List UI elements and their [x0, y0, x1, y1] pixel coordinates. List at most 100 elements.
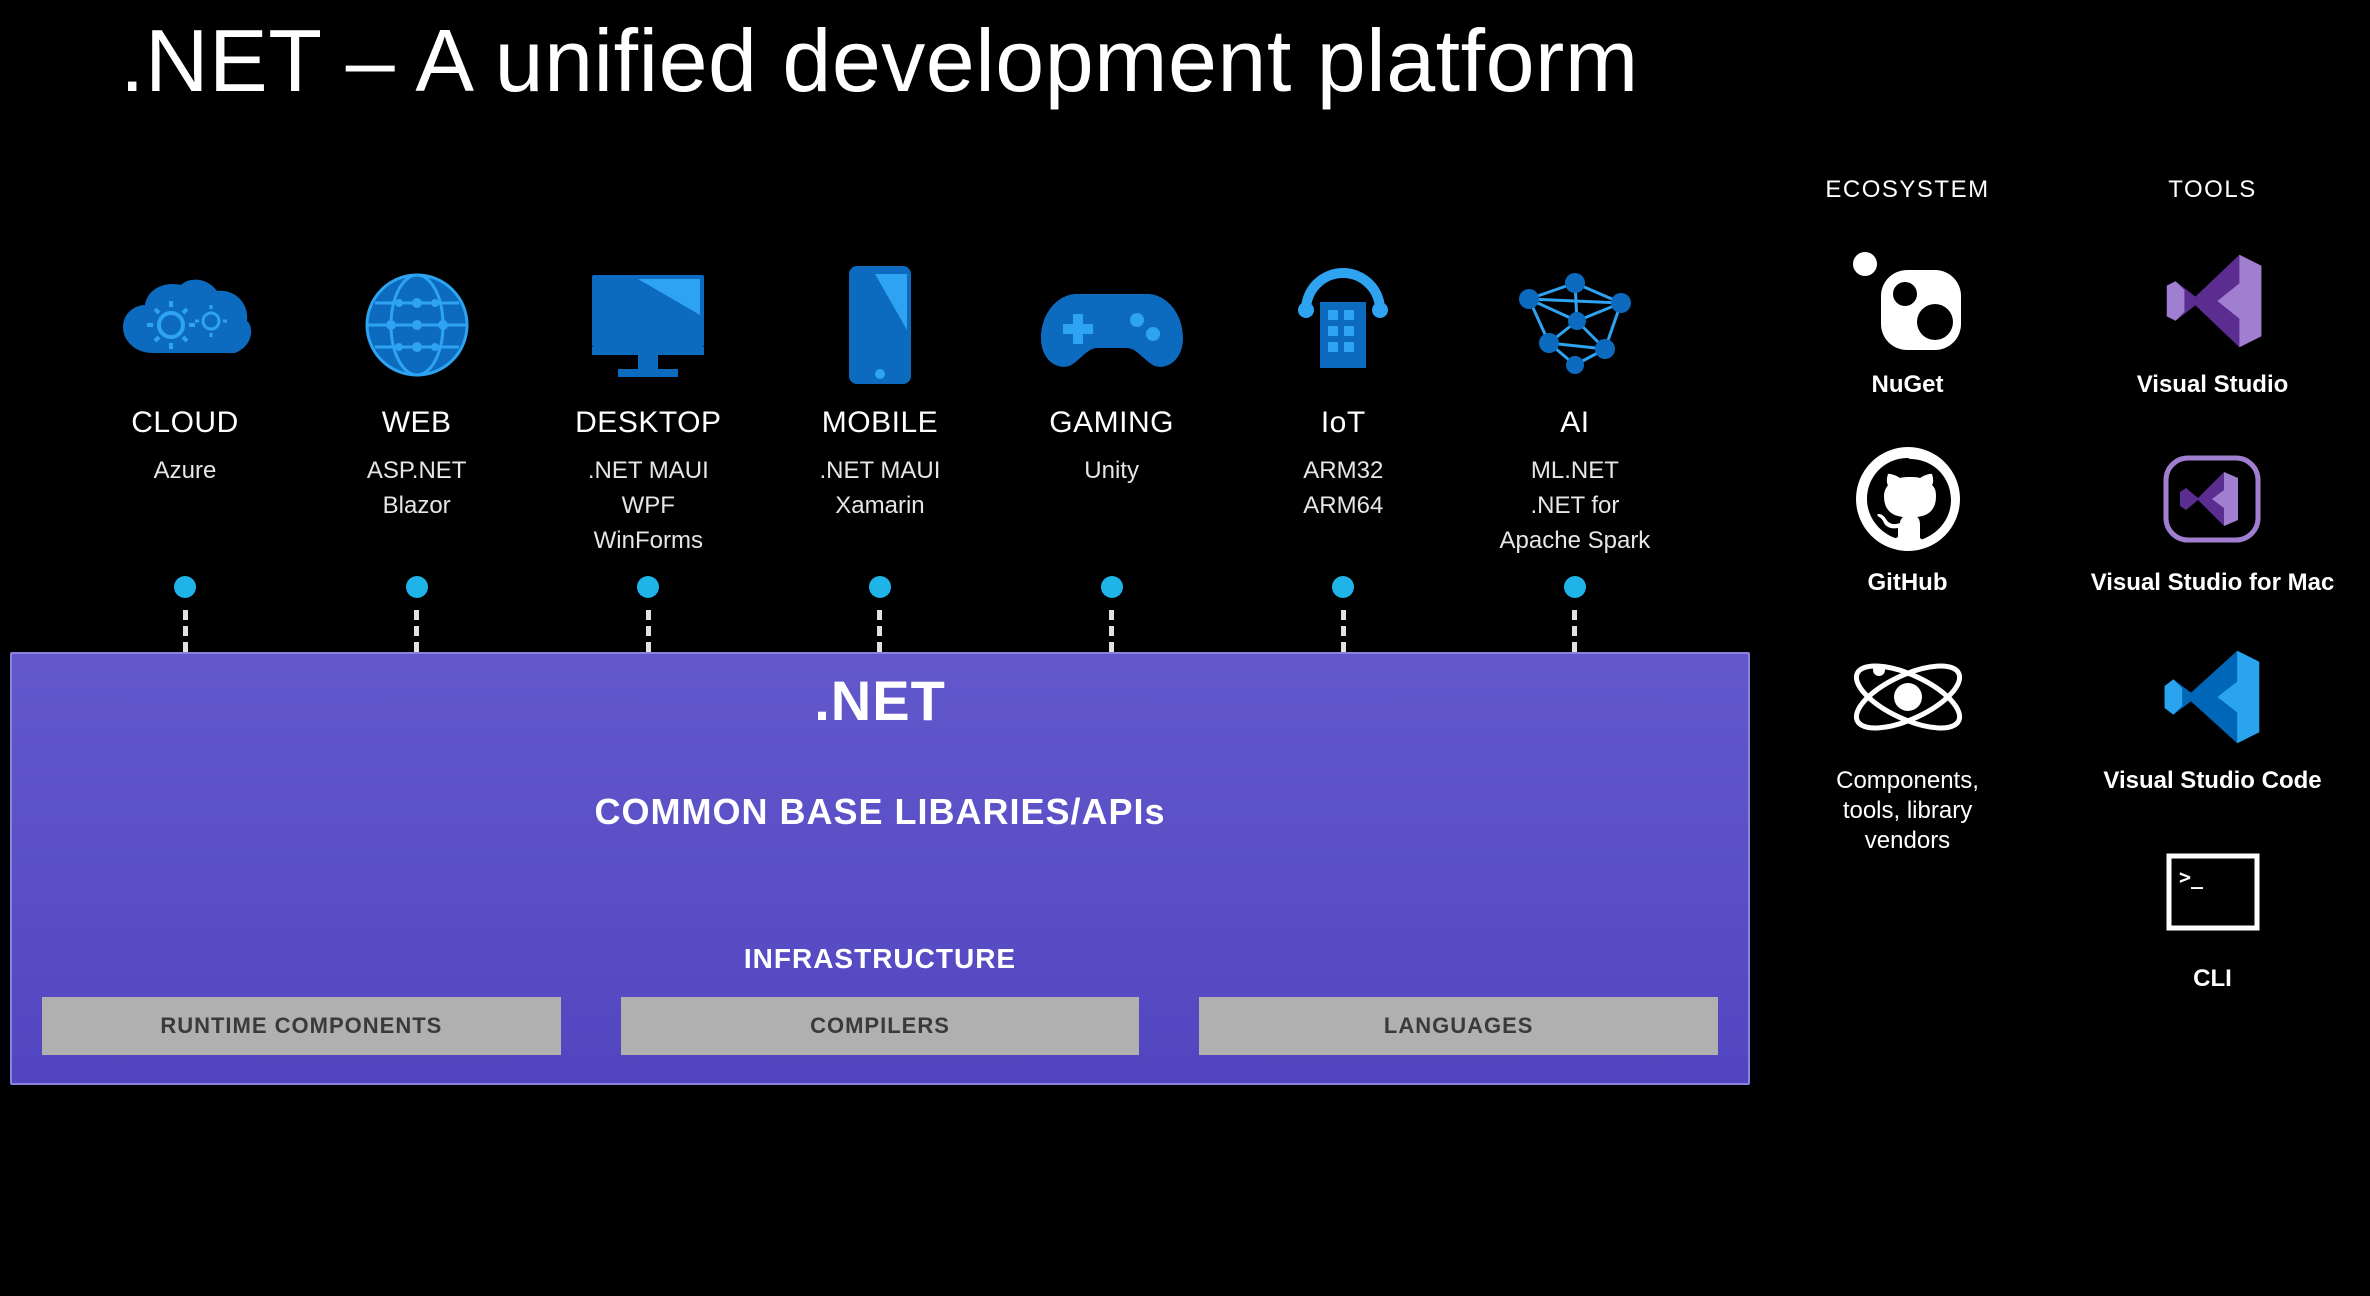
workload-sub: ML.NET [1500, 454, 1651, 489]
workload-sub: ASP.NET [367, 454, 467, 489]
network-icon [1505, 260, 1645, 390]
tools-item-label: CLI [2193, 964, 2232, 994]
ecosystem-item-label: Components, tools, library vendors [1836, 766, 1979, 856]
connector-dash-icon [877, 610, 882, 652]
workload-sub: ARM32 [1303, 454, 1383, 489]
connector-dash-icon [1572, 610, 1577, 652]
workload-cloud: CLOUD Azure [70, 260, 300, 558]
workload-sub: ARM64 [1303, 489, 1383, 524]
tools-item-cli: >_ CLI [2163, 840, 2263, 994]
workload-sub: Blazor [367, 489, 467, 524]
connector [302, 576, 532, 652]
connector-dash-icon [646, 610, 651, 652]
tools-heading: TOOLS [2168, 176, 2256, 204]
ecosystem-item-components: Components, tools, library vendors [1836, 642, 1979, 856]
connector-dot-icon [1564, 576, 1586, 598]
iot-icon [1278, 260, 1408, 390]
workload-subs: .NET MAUI Xamarin [820, 454, 941, 524]
workload-sub: .NET MAUI [820, 454, 941, 489]
workload-sub: Azure [154, 454, 217, 489]
workload-sub: .NET MAUI [588, 454, 709, 489]
connector-dash-icon [183, 610, 188, 652]
nuget-icon [1843, 246, 1973, 356]
stack-infra-heading: INFRASTRUCTURE [36, 943, 1724, 975]
connector-dot-icon [869, 576, 891, 598]
tools-item-label: Visual Studio for Mac [2091, 568, 2335, 598]
workload-heading: IoT [1321, 406, 1366, 440]
workload-sub: Unity [1084, 454, 1139, 489]
infra-box-runtime: RUNTIME COMPONENTS [42, 997, 561, 1055]
desktop-icon [578, 260, 718, 390]
ecosystem-item-github: GitHub [1853, 444, 1963, 598]
connector [997, 576, 1227, 652]
connector-dash-icon [1341, 610, 1346, 652]
gamepad-icon [1037, 260, 1187, 390]
workloads-row: CLOUD Azure [10, 260, 1750, 558]
workload-subs: ML.NET .NET for Apache Spark [1500, 454, 1651, 558]
workload-subs: Azure [154, 454, 217, 489]
workload-sub: Xamarin [820, 489, 941, 524]
visual-studio-code-icon [2158, 642, 2268, 752]
tools-item-vscode: Visual Studio Code [2103, 642, 2321, 796]
connector-dot-icon [406, 576, 428, 598]
connector-dot-icon [1101, 576, 1123, 598]
left-panel: CLOUD Azure [10, 260, 1750, 1085]
mobile-icon [835, 260, 925, 390]
infra-boxes: RUNTIME COMPONENTS COMPILERS LANGUAGES [36, 997, 1724, 1055]
connectors-row [10, 576, 1750, 652]
workload-subs: ARM32 ARM64 [1303, 454, 1383, 524]
connector [765, 576, 995, 652]
workload-heading: MOBILE [822, 406, 938, 440]
workload-iot: IoT ARM32 ARM64 [1228, 260, 1458, 558]
cloud-icon [115, 260, 255, 390]
workload-heading: DESKTOP [575, 406, 721, 440]
platform-stack: .NET COMMON BASE LIBARIES/APIs INFRASTRU… [10, 652, 1750, 1085]
visual-studio-icon [2158, 246, 2268, 356]
workload-sub: WPF [588, 489, 709, 524]
tools-item-vs: Visual Studio [2137, 246, 2289, 400]
tools-column: TOOLS Visual Studio [2065, 176, 2360, 1038]
tools-item-label: Visual Studio [2137, 370, 2289, 400]
workload-ai: AI ML.NET .NET for Apache Spark [1460, 260, 1690, 558]
svg-text:>_: >_ [2179, 865, 2204, 889]
github-icon [1853, 444, 1963, 554]
connector-dot-icon [174, 576, 196, 598]
ecosystem-heading: ECOSYSTEM [1825, 176, 1989, 204]
components-icon [1843, 642, 1973, 752]
connector [533, 576, 763, 652]
stack-subtitle: COMMON BASE LIBARIES/APIs [36, 791, 1724, 833]
workload-web: WEB ASP.NET Blazor [302, 260, 532, 558]
globe-icon [357, 260, 477, 390]
connector-dash-icon [1109, 610, 1114, 652]
connector-dot-icon [637, 576, 659, 598]
workload-subs: Unity [1084, 454, 1139, 489]
infra-box-languages: LANGUAGES [1199, 997, 1718, 1055]
workload-sub: .NET for [1500, 489, 1651, 524]
terminal-icon: >_ [2163, 840, 2263, 950]
workload-heading: GAMING [1049, 406, 1174, 440]
workload-sub: Apache Spark [1500, 524, 1651, 559]
ecosystem-item-label: NuGet [1872, 370, 1944, 400]
workload-heading: AI [1560, 406, 1589, 440]
workload-sub: WinForms [588, 524, 709, 559]
page-title: .NET – A unified development platform [120, 10, 1639, 112]
workload-gaming: GAMING Unity [997, 260, 1227, 558]
connector-dot-icon [1332, 576, 1354, 598]
right-panel: ECOSYSTEM NuGet [1760, 176, 2360, 1038]
visual-studio-mac-icon [2152, 444, 2272, 554]
workload-heading: CLOUD [131, 406, 239, 440]
workload-subs: .NET MAUI WPF WinForms [588, 454, 709, 558]
stack-title: .NET [36, 668, 1724, 733]
workload-heading: WEB [382, 406, 452, 440]
workload-subs: ASP.NET Blazor [367, 454, 467, 524]
ecosystem-item-nuget: NuGet [1843, 246, 1973, 400]
workload-mobile: MOBILE .NET MAUI Xamarin [765, 260, 995, 558]
tools-item-vsmac: Visual Studio for Mac [2091, 444, 2335, 598]
ecosystem-item-label: GitHub [1868, 568, 1948, 598]
infra-box-compilers: COMPILERS [621, 997, 1140, 1055]
ecosystem-column: ECOSYSTEM NuGet [1760, 176, 2055, 1038]
tools-item-label: Visual Studio Code [2103, 766, 2321, 796]
connector [70, 576, 300, 652]
connector [1460, 576, 1690, 652]
connector [1228, 576, 1458, 652]
